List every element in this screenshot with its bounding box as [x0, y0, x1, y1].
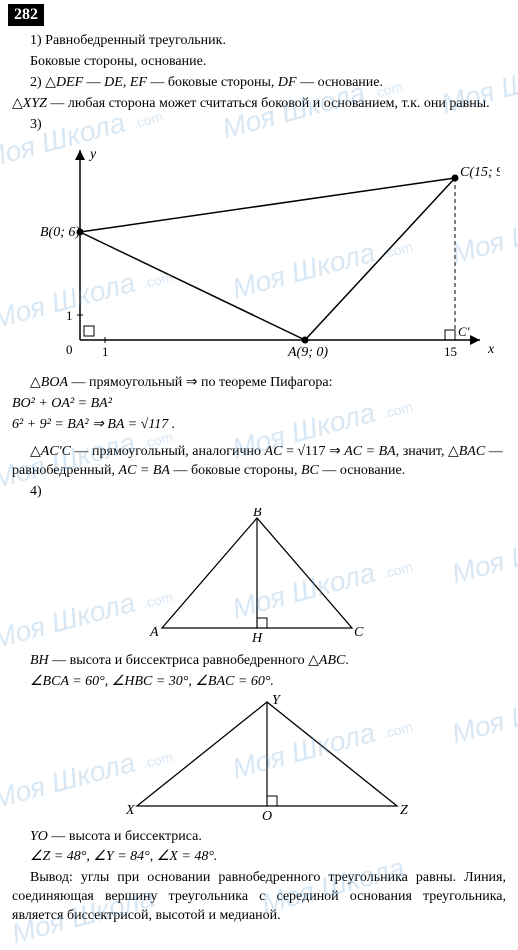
- text-line: 4): [12, 483, 506, 502]
- svg-text:O: O: [262, 809, 272, 824]
- svg-text:1: 1: [102, 344, 109, 359]
- svg-text:A(9; 0): A(9; 0): [287, 345, 328, 360]
- formula: BO² + OA² = BA²: [12, 395, 506, 414]
- text-line: YO — высота и биссектриса.: [12, 828, 506, 847]
- text-line: △XYZ — любая сторона может считаться бок…: [12, 95, 506, 114]
- document-body: 1) Равнобедренный треугольник. Боковые с…: [0, 32, 518, 936]
- text-line: ∠BCA = 60°, ∠HBC = 30°, ∠BAC = 60°.: [12, 673, 506, 692]
- triangle-xyz-diagram: Y X Z O: [122, 694, 506, 824]
- svg-text:15: 15: [444, 344, 457, 359]
- svg-text:y: y: [88, 147, 97, 162]
- text-line: △AC'C — прямоугольный, аналогично AC = √…: [12, 443, 506, 481]
- svg-text:B: B: [253, 508, 262, 520]
- formula: 6² + 9² = BA² ⇒ BA = √117 .: [12, 416, 506, 435]
- svg-text:A: A: [149, 625, 159, 640]
- svg-text:C(15; 9): C(15; 9): [460, 165, 500, 180]
- problem-number-badge: 282: [8, 4, 44, 26]
- triangle-abc-diagram: B A C H: [142, 508, 506, 648]
- text-line: Боковые стороны, основание.: [12, 53, 506, 72]
- svg-text:H: H: [251, 631, 263, 646]
- conclusion: Вывод: углы при основании равнобедренног…: [12, 869, 506, 926]
- text-line: 1) Равнобедренный треугольник.: [12, 32, 506, 51]
- svg-text:C': C': [458, 324, 470, 339]
- text-line: ∠Z = 48°, ∠Y = 84°, ∠X = 48°.: [12, 848, 506, 867]
- svg-text:Z: Z: [400, 803, 408, 818]
- svg-text:0: 0: [66, 342, 73, 357]
- text-line: 2) △DEF — DE, EF — боковые стороны, DF —…: [12, 74, 506, 93]
- svg-text:B(0; 6): B(0; 6): [40, 225, 80, 240]
- svg-text:C: C: [354, 625, 364, 640]
- text-line: △BOA — прямоугольный ⇒ по теореме Пифаго…: [12, 374, 506, 393]
- coordinate-diagram: y x 1 1 0 B(0; 6) A(9; 0) C(15; 9): [40, 140, 506, 370]
- svg-text:Y: Y: [272, 694, 282, 708]
- text-line: 3): [12, 116, 506, 135]
- text-line: BH — высота и биссектриса равнобедренног…: [12, 652, 506, 671]
- svg-text:x: x: [487, 342, 495, 357]
- svg-text:X: X: [125, 803, 135, 818]
- svg-text:1: 1: [66, 308, 73, 323]
